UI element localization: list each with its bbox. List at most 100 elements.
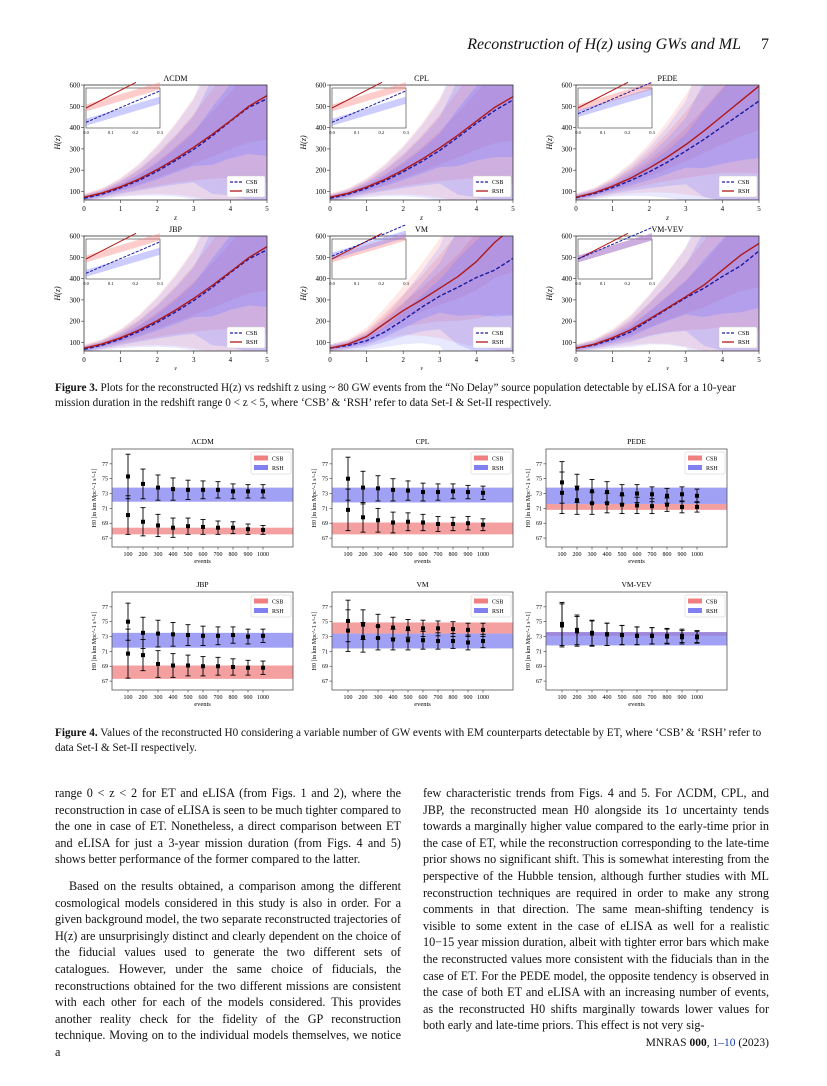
inset-line-rsh [85, 232, 137, 260]
volume: 000 [689, 1037, 707, 1049]
y-tick-label: 400 [562, 124, 573, 132]
y-tick-label: 75 [322, 477, 328, 483]
figure-3-label: Figure 3. [55, 382, 98, 394]
legend-label-rsh: RSH [706, 466, 718, 472]
data-point-csb [421, 626, 425, 631]
x-tick-label: 3 [192, 356, 196, 364]
x-tick-label: 4 [721, 356, 725, 364]
data-point-rsh [560, 623, 564, 628]
y-tick-label: 77 [536, 605, 542, 611]
x-tick-label: 300 [588, 552, 597, 558]
inset-band-csb [578, 233, 652, 263]
x-tick-label: 100 [558, 552, 567, 558]
x-tick-label: 600 [633, 695, 642, 701]
data-point-rsh [650, 633, 654, 638]
legend-label-rsh: RSH [492, 609, 504, 615]
inset-x-tick-label: 0.1 [108, 130, 114, 135]
x-tick-label: 5 [511, 356, 515, 364]
legend-box [718, 326, 758, 349]
x-tick-label: 500 [618, 695, 627, 701]
x-tick-label: 500 [184, 552, 193, 558]
data-point-csb [680, 504, 684, 509]
legend-swatch-csb [474, 455, 488, 461]
uncertainty-band-rsh [576, 85, 759, 200]
journal-name: MNRAS [645, 1037, 687, 1049]
axes-frame [575, 84, 760, 201]
data-point-csb [126, 513, 130, 518]
h0-panel: VM 100 200 300 400 500 600 700 800 900 1000 67 69 71 7… [312, 580, 514, 708]
axes-frame [111, 448, 294, 548]
panel-title: ΛCDM [163, 74, 187, 83]
y-tick-label: 75 [102, 477, 108, 483]
data-point-rsh [605, 632, 609, 637]
body-right-column: few characteristic trends from Figs. 4 a… [423, 785, 769, 1044]
inset-line-rsh [577, 81, 629, 109]
x-tick-label: 3 [684, 356, 688, 364]
data-point-csb [141, 653, 145, 658]
data-point-csb [560, 480, 564, 485]
uncertainty-band-csb [576, 85, 759, 199]
axes-frame [329, 235, 514, 352]
x-tick-label: 2 [155, 205, 159, 213]
y-tick-label: 600 [562, 233, 573, 241]
inset-x-tick-label: 0.2 [133, 281, 139, 286]
data-point-rsh [590, 631, 594, 636]
data-point-csb [391, 625, 395, 630]
y-tick-label: 69 [102, 664, 108, 670]
data-point-rsh [361, 485, 365, 490]
x-tick-label: 0 [82, 205, 86, 213]
axes-frame [331, 591, 514, 691]
data-point-rsh [650, 492, 654, 497]
data-point-csb [201, 664, 205, 669]
x-tick-label: 0 [574, 356, 578, 364]
uncertainty-band-csb [330, 236, 513, 350]
data-point-rsh [436, 490, 440, 495]
data-point-csb [590, 501, 594, 506]
y-axis-label: H0 [in km Mpc^-1 s^-1] [312, 469, 318, 528]
inset-band-csb [578, 88, 652, 118]
inset-x-tick-label: 0.1 [600, 130, 606, 135]
data-point-rsh [346, 476, 350, 481]
y-tick-label: 100 [70, 339, 81, 347]
data-point-rsh [695, 493, 699, 498]
data-point-csb [261, 527, 265, 532]
x-tick-label: 200 [139, 552, 148, 558]
x-tick-label: 100 [344, 552, 353, 558]
figure-4-caption-text: Values of the reconstructed H0 consideri… [55, 727, 762, 754]
uncertainty-band-rsh [576, 236, 759, 350]
inset-x-tick-label: 0.3 [157, 281, 163, 286]
legend-swatch-csb [474, 598, 488, 604]
legend: CSB RSH [718, 175, 758, 198]
inset-frame [331, 87, 407, 129]
legend-swatch-rsh [474, 608, 488, 613]
data-point-rsh [216, 487, 220, 492]
y-tick-label: 500 [562, 103, 573, 111]
y-tick-label: 200 [316, 318, 327, 326]
uncertainty-band-csb [330, 236, 513, 351]
data-point-rsh [680, 492, 684, 497]
legend-label-rsh: RSH [246, 189, 258, 195]
y-tick-label: 67 [322, 536, 328, 542]
uncertainty-band-rsh [84, 236, 267, 351]
uncertainty-band-rsh [576, 85, 759, 199]
y-tick-label: 600 [70, 82, 81, 90]
panel-title: VM-VEV [652, 225, 684, 234]
uncertainty-band-rsh [84, 85, 267, 200]
y-tick-label: 73 [536, 635, 542, 641]
page-number: 7 [761, 36, 769, 53]
x-tick-label: 5 [757, 205, 761, 213]
y-tick-label: 69 [322, 521, 328, 527]
legend: CSB RSH [470, 451, 512, 475]
data-point-rsh [406, 638, 410, 643]
data-point-rsh [466, 490, 470, 495]
inset-x-tick-label: 0.0 [329, 281, 335, 286]
y-tick-label: 600 [562, 82, 573, 90]
x-tick-label: 700 [648, 695, 657, 701]
y-tick-label: 77 [102, 605, 108, 611]
x-tick-label: 2 [155, 356, 159, 364]
x-tick-label: 400 [603, 552, 612, 558]
pages-link[interactable]: 1–10 [712, 1037, 736, 1049]
legend-box [718, 175, 758, 198]
data-point-csb [406, 519, 410, 524]
